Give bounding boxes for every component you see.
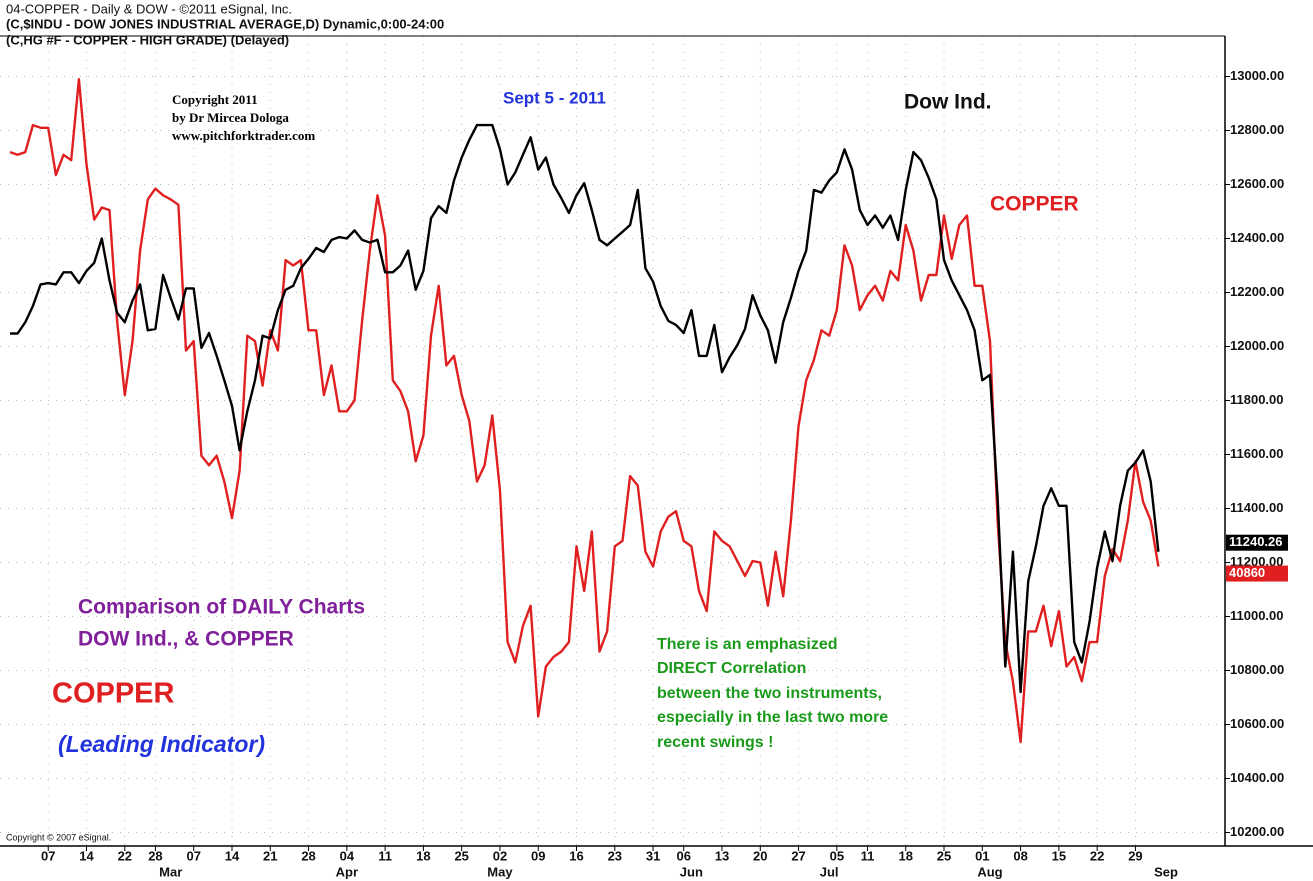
x-tick-label: 05 <box>830 848 844 863</box>
y-tick-label: 11200.00 <box>1230 554 1284 569</box>
correlation-note: recent swings ! <box>657 734 773 751</box>
series-line <box>9 78 1160 744</box>
y-tick-label: 11800.00 <box>1230 392 1284 407</box>
x-tick-label: 08 <box>1013 848 1027 863</box>
header-line: 04-COPPER - Daily & DOW - ©2011 eSignal,… <box>6 1 292 16</box>
x-tick-label: 22 <box>118 848 132 863</box>
x-tick-label: 18 <box>416 848 430 863</box>
y-tick-label: 10600.00 <box>1230 716 1284 731</box>
y-tick-label: 10800.00 <box>1230 662 1284 677</box>
author-text: by Dr Mircea Dologa <box>172 110 289 125</box>
x-tick-label: 09 <box>531 848 545 863</box>
comparison-text: DOW Ind., & COPPER <box>78 628 294 651</box>
last-value-box <box>1226 565 1288 582</box>
x-tick-label: 06 <box>676 848 690 863</box>
y-tick-label: 13000.00 <box>1230 68 1284 83</box>
x-tick-label: 16 <box>569 848 583 863</box>
last-value-label: 11240.26 <box>1229 534 1283 549</box>
y-tick-label: 12400.00 <box>1230 230 1284 245</box>
x-tick-label: 25 <box>454 848 468 863</box>
month-label: Jul <box>820 864 839 879</box>
correlation-note: DIRECT Correlation <box>657 660 806 677</box>
y-tick-label: 12200.00 <box>1230 284 1284 299</box>
author-text: www.pitchforktrader.com <box>172 128 315 143</box>
series <box>9 78 1160 744</box>
month-label: Jun <box>680 864 703 879</box>
x-tick-label: 01 <box>975 848 989 863</box>
author-text: Copyright 2011 <box>172 92 258 107</box>
comparison-text: Comparison of DAILY Charts <box>78 596 365 619</box>
y-tick-label: 12800.00 <box>1230 122 1284 137</box>
last-value-box <box>1226 534 1288 551</box>
y-tick-label: 10200.00 <box>1230 824 1284 839</box>
x-tick-label: 31 <box>646 848 660 863</box>
y-tick-label: 12000.00 <box>1230 338 1284 353</box>
x-tick-label: 21 <box>263 848 277 863</box>
correlation-note: between the two instruments, <box>657 685 882 702</box>
x-tick-label: 25 <box>937 848 951 863</box>
x-tick-label: 11 <box>861 848 875 863</box>
x-tick-label: 18 <box>899 848 913 863</box>
y-tick-label: 12600.00 <box>1230 176 1284 191</box>
x-tick-label: 29 <box>1128 848 1142 863</box>
dow-label: Dow Ind. <box>904 91 992 114</box>
month-label: Mar <box>159 864 182 879</box>
x-tick-label: 14 <box>79 848 94 863</box>
header-line: (C,HG #F - COPPER - HIGH GRADE) (Delayed… <box>6 32 289 47</box>
x-tick-label: 11 <box>378 848 392 863</box>
x-tick-label: 22 <box>1090 848 1104 863</box>
x-tick-label: 15 <box>1052 848 1066 863</box>
copper-label: COPPER <box>990 193 1079 216</box>
y-tick-label: 11400.00 <box>1230 500 1284 515</box>
series-line <box>10 123 1160 694</box>
x-tick-label: 27 <box>791 848 805 863</box>
x-tick-label: 02 <box>493 848 507 863</box>
x-tick-label: 13 <box>715 848 729 863</box>
month-label: Apr <box>336 864 358 879</box>
x-tick-label: 20 <box>753 848 767 863</box>
date-note: Sept 5 - 2011 <box>503 88 606 107</box>
last-value-label: 40860 <box>1229 565 1265 580</box>
vendor-copyright: Copyright © 2007 eSignal. <box>6 832 111 842</box>
y-tick-label: 11000.00 <box>1230 608 1284 623</box>
month-label: Aug <box>977 864 1002 879</box>
x-tick-label: 28 <box>301 848 315 863</box>
x-tick-label: 28 <box>148 848 162 863</box>
month-label: May <box>487 864 513 879</box>
header-line: (C,$INDU - DOW JONES INDUSTRIAL AVERAGE,… <box>6 16 444 31</box>
x-tick-label: 07 <box>41 848 55 863</box>
correlation-note: especially in the last two more <box>657 709 888 726</box>
leading-indicator: (Leading Indicator) <box>58 731 265 757</box>
x-tick-label: 07 <box>186 848 200 863</box>
x-tick-label: 23 <box>608 848 622 863</box>
y-tick-label: 10400.00 <box>1230 770 1284 785</box>
x-tick-label: 04 <box>340 848 355 863</box>
copper-big: COPPER <box>52 678 175 710</box>
x-tick-label: 14 <box>225 848 240 863</box>
correlation-note: There is an emphasized <box>657 636 838 653</box>
month-label: Sep <box>1154 864 1178 879</box>
y-tick-label: 11600.00 <box>1230 446 1284 461</box>
